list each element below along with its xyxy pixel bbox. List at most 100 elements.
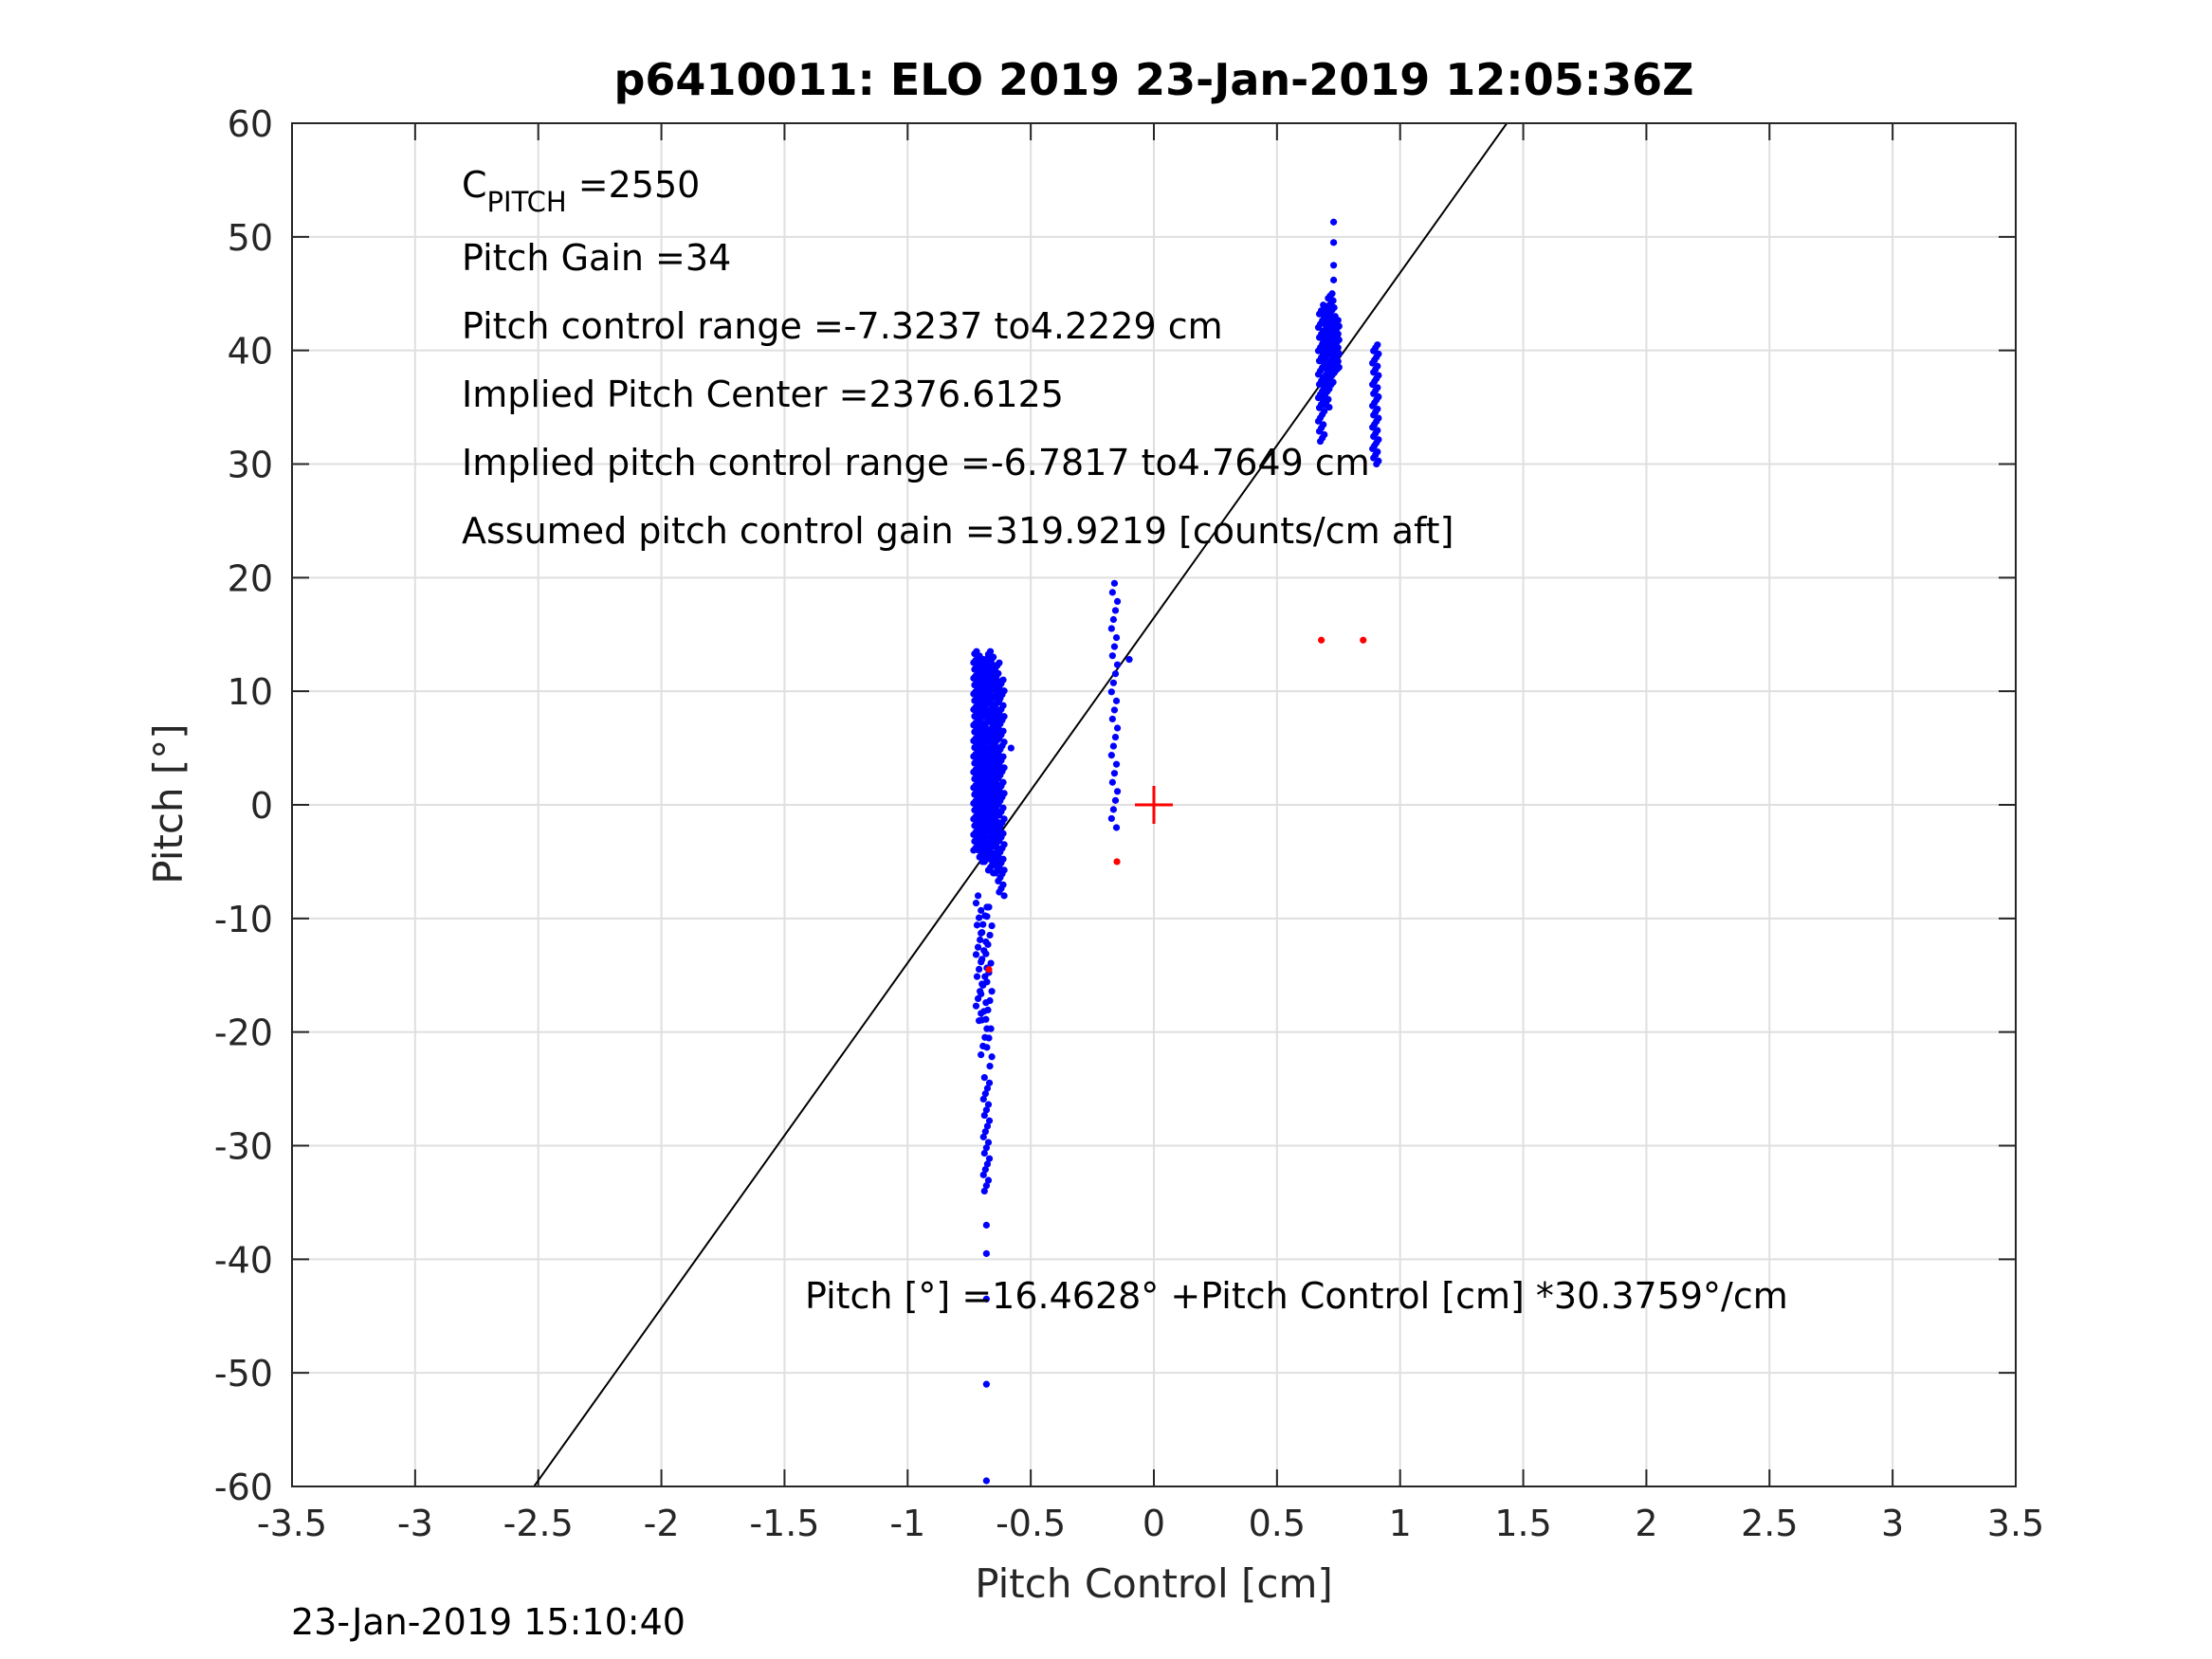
- y-tick-label: 50: [228, 217, 273, 259]
- data-point: [1000, 815, 1008, 823]
- data-point: [979, 1171, 987, 1178]
- grid: [291, 122, 2017, 1487]
- data-point: [985, 903, 993, 911]
- y-axis-label: Pitch [°]: [145, 723, 192, 884]
- c-pitch-subscript: PITCH: [487, 186, 567, 218]
- y-tick-label: -50: [214, 1353, 273, 1395]
- data-point: [1375, 457, 1382, 465]
- data-point: [976, 914, 983, 921]
- data-point: [974, 892, 982, 900]
- data-point: [982, 950, 990, 957]
- y-tick-label: -20: [214, 1012, 273, 1054]
- data-point: [1109, 615, 1118, 624]
- data-point: [1375, 372, 1382, 379]
- data-point: [983, 1085, 992, 1092]
- timestamp: 23-Jan-2019 15:10:40: [291, 1601, 686, 1643]
- data-point: [983, 913, 991, 921]
- data-point: [999, 855, 1007, 863]
- data-point: [1113, 661, 1122, 668]
- data-point: [988, 1053, 996, 1061]
- data-point: [984, 1176, 993, 1184]
- data-point: [982, 1477, 990, 1485]
- data-point: [1110, 770, 1119, 777]
- data-point: [1113, 724, 1122, 732]
- data-point: [1321, 408, 1328, 415]
- data-point: [1374, 405, 1381, 413]
- data-point: [978, 906, 985, 914]
- data-point: [1108, 715, 1116, 723]
- data-point: [985, 966, 993, 974]
- data-point: [1000, 738, 1008, 746]
- chart-title: p6410011: ELO 2019 23-Jan-2019 12:05:36Z: [614, 54, 1694, 105]
- y-tick-label: -60: [214, 1467, 273, 1508]
- x-tick-label: 2: [1635, 1503, 1657, 1544]
- data-point: [1110, 579, 1119, 587]
- data-point: [1331, 313, 1339, 320]
- data-point: [1000, 841, 1008, 848]
- data-point: [1111, 733, 1120, 741]
- data-point: [1000, 713, 1008, 720]
- data-point: [983, 1044, 991, 1051]
- data-point: [981, 1090, 989, 1098]
- data-point: [985, 1155, 994, 1162]
- data-point: [980, 1149, 988, 1158]
- data-point: [1321, 430, 1328, 439]
- data-point: [999, 778, 1007, 786]
- data-point: [984, 1139, 993, 1146]
- x-tick-label: -3.5: [257, 1503, 327, 1544]
- data-point: [1112, 633, 1121, 642]
- data-point: [986, 931, 994, 939]
- data-point: [977, 936, 984, 943]
- data-point: [982, 1015, 990, 1023]
- data-point: [1374, 427, 1381, 434]
- data-point: [1000, 892, 1008, 900]
- data-point: [1374, 362, 1381, 370]
- data-point: [985, 1034, 993, 1042]
- data-point: [982, 1144, 990, 1152]
- center-marker: [1135, 786, 1173, 824]
- data-point: [979, 921, 987, 928]
- data-point: [1109, 742, 1118, 750]
- c-pitch-annotation: CPITCH =2550: [462, 164, 700, 218]
- data-points: [970, 218, 1382, 1485]
- data-point: [1111, 796, 1120, 804]
- data-point: [1000, 687, 1008, 695]
- y-tick-label: 60: [228, 103, 273, 145]
- data-point: [978, 990, 985, 998]
- data-point: [1113, 788, 1122, 795]
- data-point: [982, 1182, 990, 1190]
- fit-equation-annotation: Pitch [°] =16.4628° +Pitch Control [cm] …: [805, 1275, 1788, 1317]
- y-tick-label: -10: [214, 899, 273, 940]
- fit-line: [533, 123, 1508, 1486]
- x-axis-label: Pitch Control [cm]: [975, 1560, 1333, 1607]
- data-point: [1125, 656, 1133, 664]
- data-point: [1108, 589, 1116, 596]
- data-point: [986, 647, 995, 655]
- data-point: [979, 1133, 987, 1140]
- data-point: [983, 978, 991, 986]
- data-point: [1375, 392, 1382, 401]
- data-point: [988, 921, 996, 930]
- data-point: [1374, 447, 1381, 456]
- data-point: [999, 727, 1007, 735]
- data-point: [999, 830, 1007, 837]
- x-tick-label: -3: [397, 1503, 433, 1544]
- x-tick-label: 3: [1881, 1503, 1904, 1544]
- data-point: [1109, 679, 1118, 686]
- data-point: [1107, 625, 1115, 632]
- data-point: [1108, 778, 1116, 786]
- data-point: [1107, 752, 1115, 759]
- c-pitch-value: =2550: [567, 164, 701, 206]
- data-point: [1109, 806, 1118, 813]
- data-point: [978, 956, 986, 963]
- data-point: [987, 959, 995, 967]
- data-point: [999, 881, 1007, 888]
- data-point: [982, 1380, 990, 1388]
- x-tick-label: 1: [1389, 1503, 1412, 1544]
- data-point: [1328, 290, 1336, 298]
- data-point: [984, 1101, 993, 1108]
- implied-center-annotation: Implied Pitch Center =2376.6125: [462, 374, 1064, 415]
- pitch-gain-annotation: Pitch Gain =34: [462, 237, 731, 279]
- data-point: [1112, 697, 1121, 704]
- data-point: [1110, 706, 1119, 714]
